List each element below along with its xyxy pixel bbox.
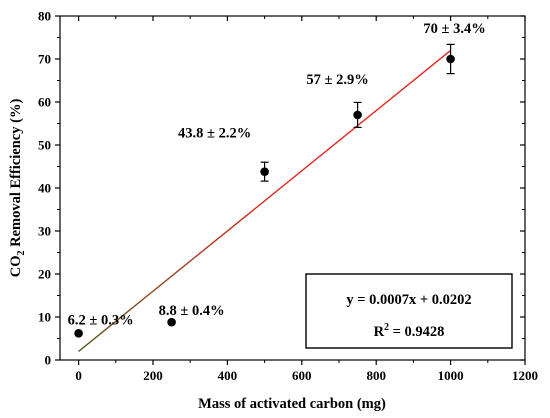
y-tick-label-50: 50	[38, 138, 51, 153]
y-axis-title: CO2 Removal Efficiency (%)	[8, 99, 27, 278]
y-tick-label-10: 10	[38, 310, 51, 325]
fit-line	[78, 49, 452, 352]
y-axis-title-main: CO	[8, 256, 24, 278]
y-tick-label-0: 0	[45, 353, 52, 368]
data-point-4	[446, 43, 455, 75]
marker	[353, 110, 362, 120]
data-label-4: 70 ± 3.4%	[423, 21, 485, 37]
data-point-3	[353, 101, 362, 128]
x-axis-title: Mass of activated carbon (mg)	[198, 396, 386, 412]
data-label-0: 6.2 ± 0.3%	[68, 312, 134, 328]
marker	[167, 317, 176, 327]
x-tick-label-400: 400	[218, 368, 238, 383]
r-squared-prefix: R	[374, 324, 385, 340]
points-layer	[74, 43, 455, 338]
marker	[74, 329, 83, 338]
y-tick-label-70: 70	[38, 52, 51, 67]
x-tick-label-0: 0	[75, 368, 82, 383]
data-point-1	[167, 317, 176, 327]
x-tick-label-1200: 1200	[512, 368, 538, 383]
y-axis-title-rest: Removal Efficiency (%)	[8, 99, 24, 251]
r-squared-sup: 2	[384, 322, 389, 333]
y-axis-title-sub: 2	[16, 251, 27, 256]
ticks-layer: 0 200 400 600 800 1000 1200 0 10 20 30 40 50 60 70 80	[38, 9, 538, 384]
data-label-3: 57 ± 2.9%	[306, 72, 368, 88]
r-squared: R2 = 0.9428	[374, 322, 445, 340]
marker	[260, 167, 269, 176]
fit-layer	[78, 49, 452, 352]
y-tick-label-80: 80	[38, 9, 51, 24]
data-label-1: 8.8 ± 0.4%	[159, 303, 225, 319]
data-point-0	[74, 329, 83, 338]
y-tick-label-30: 30	[38, 224, 51, 239]
labels-layer: 6.2 ± 0.3% 8.8 ± 0.4% 43.8 ± 2.2% 57 ± 2.9%…	[68, 21, 486, 328]
marker	[446, 54, 455, 64]
y-tick-label-60: 60	[38, 95, 51, 110]
x-tick-label-1000: 1000	[438, 368, 464, 383]
y-tick-label-40: 40	[38, 181, 51, 196]
equation-box	[305, 273, 513, 349]
x-tick-label-600: 600	[292, 368, 312, 383]
y-tick-label-20: 20	[38, 267, 51, 282]
x-tick-label-800: 800	[366, 368, 386, 383]
fit-equation: y = 0.0007x + 0.0202	[346, 292, 471, 308]
r-squared-value: = 0.9428	[389, 324, 444, 340]
data-point-2	[260, 161, 269, 182]
data-label-2: 43.8 ± 2.2%	[178, 126, 251, 142]
x-tick-label-200: 200	[143, 368, 163, 383]
